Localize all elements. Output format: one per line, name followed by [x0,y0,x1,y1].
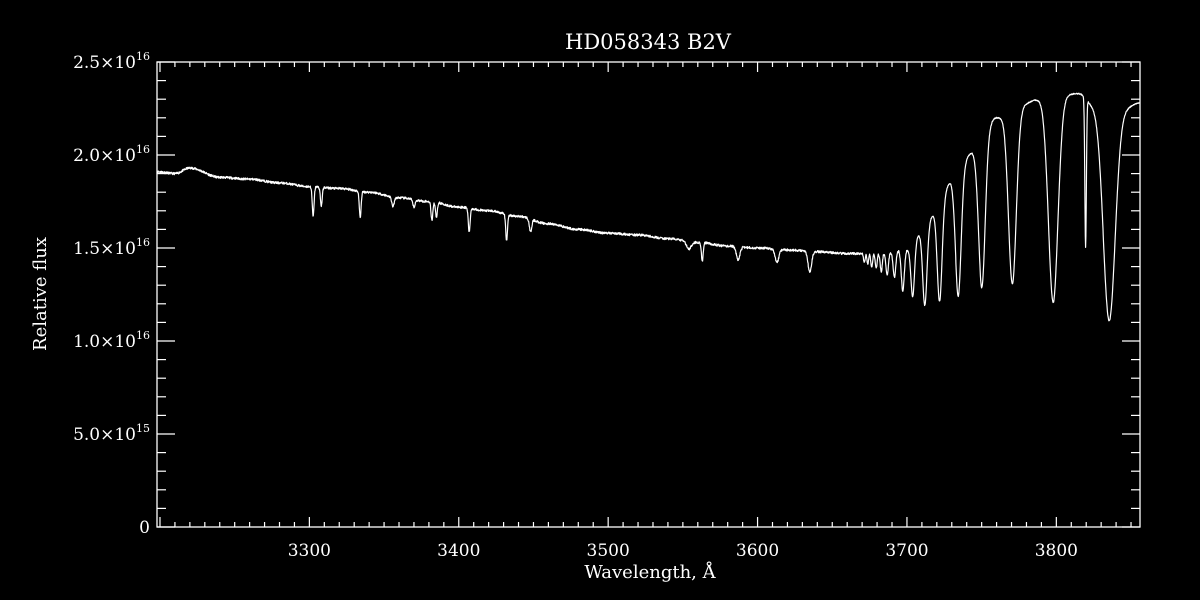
x-tick-label: 3300 [288,541,331,561]
y-tick-labels: 0 5.0×1015 1.0×1016 1.5×1016 2.0×1016 2.5×101… [73,50,150,538]
axis-ticks [157,61,1140,528]
spectrum-line [156,92,1141,322]
y-tick-label: 2.5×1016 [73,50,150,73]
y-tick-label: 5.0×1015 [73,422,150,445]
x-tick-label: 3700 [885,541,928,561]
x-tick-label: 3800 [1035,541,1078,561]
chart-title: HD058343 B2V [565,30,732,54]
y-tick-label: 2.0×1016 [73,143,150,166]
x-tick-label: 3600 [736,541,779,561]
x-tick-labels: 3300 3400 3500 3600 3700 3800 [288,541,1078,561]
plot-frame [156,61,1141,528]
y-tick-label: 1.5×1016 [73,236,150,259]
y-axis-label: Relative flux [30,237,51,351]
x-tick-label: 3400 [437,541,480,561]
x-axis-label: Wavelength, Å [584,561,716,583]
y-tick-label: 0 [139,518,150,538]
x-tick-label: 3500 [587,541,630,561]
y-tick-label: 1.0×1016 [73,329,150,352]
